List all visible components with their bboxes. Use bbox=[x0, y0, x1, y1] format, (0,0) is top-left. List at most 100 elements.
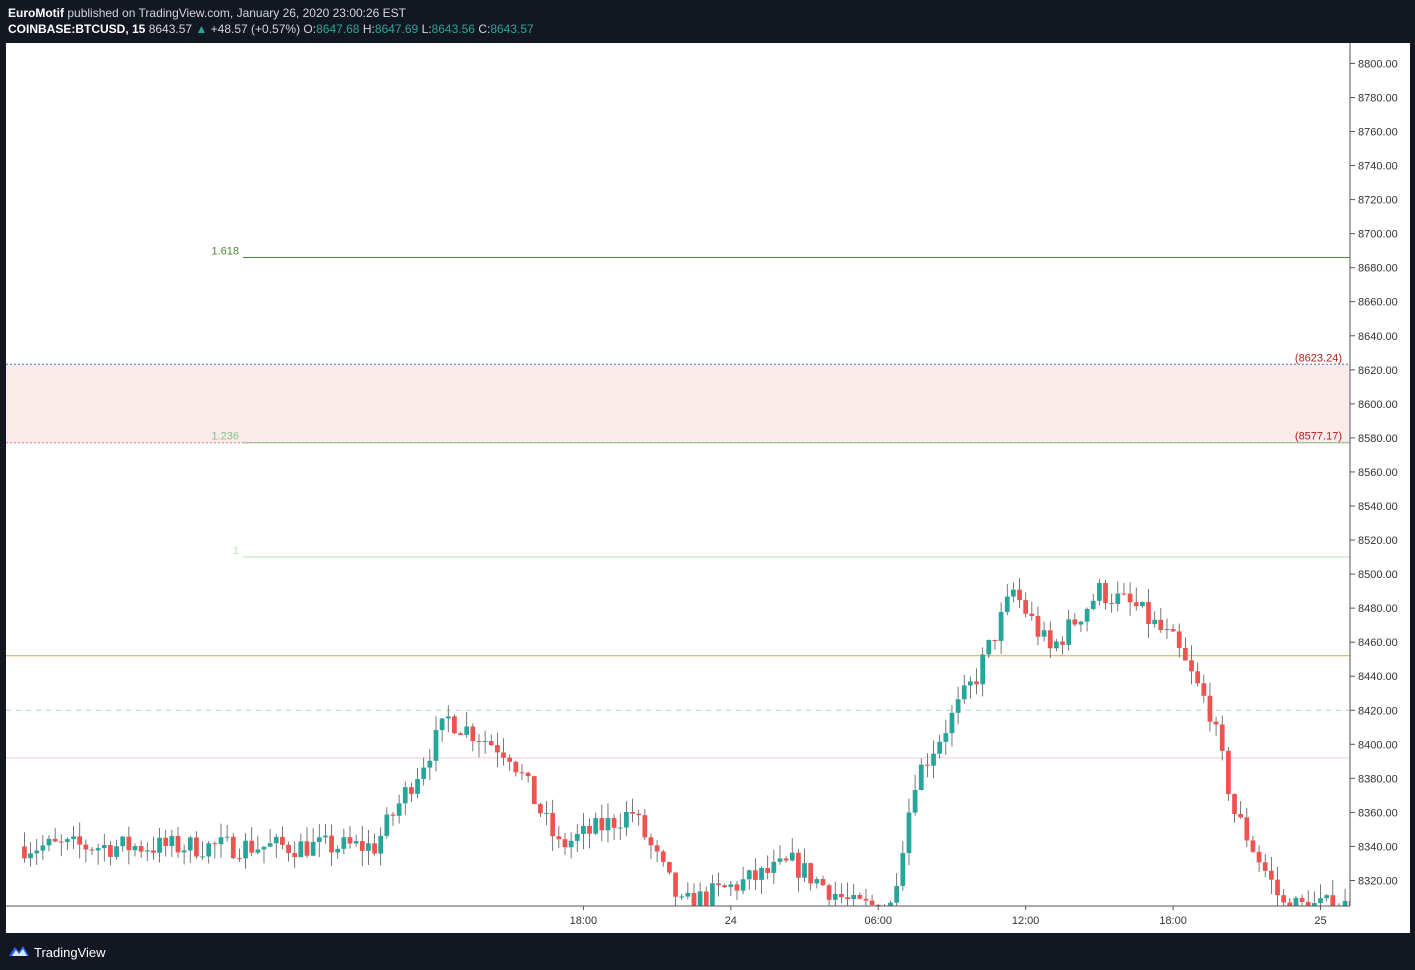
candle-body bbox=[1324, 895, 1330, 899]
price-tick-label: 8620.00 bbox=[1358, 365, 1398, 377]
candle-body bbox=[108, 845, 113, 857]
candle-body bbox=[1275, 879, 1280, 896]
candle-body bbox=[857, 894, 863, 899]
candle-body bbox=[1127, 593, 1133, 603]
zone-bottom-label: (8577.17) bbox=[1295, 431, 1342, 443]
candle-body bbox=[1299, 897, 1305, 903]
candle-body bbox=[654, 845, 660, 852]
zone-top-label: (8623.24) bbox=[1295, 352, 1342, 364]
author-name[interactable]: EuroMotif bbox=[8, 6, 64, 20]
candle-body bbox=[771, 861, 777, 873]
fib-level-label: 1.236 bbox=[211, 431, 239, 443]
price-tick-label: 8480.00 bbox=[1358, 603, 1398, 615]
chart-panel[interactable]: (8623.24) (8577.17) 1.618 1.236 1 8320.00 8340… bbox=[6, 43, 1410, 933]
candle-body bbox=[1226, 750, 1231, 795]
tradingview-logo-icon[interactable] bbox=[8, 944, 30, 958]
price-tick-label: 8640.00 bbox=[1358, 331, 1398, 343]
candle-body bbox=[679, 896, 685, 898]
candle-body bbox=[353, 841, 359, 844]
price-tick-label: 8440.00 bbox=[1358, 671, 1398, 683]
price-chart[interactable]: (8623.24) (8577.17) 1.618 1.236 1 8320.00 8340… bbox=[6, 43, 1410, 933]
candle-body bbox=[845, 897, 850, 900]
candle-body bbox=[120, 836, 126, 847]
candle-body bbox=[1219, 724, 1225, 751]
price-tick-label: 8560.00 bbox=[1358, 467, 1398, 479]
candle-body bbox=[611, 818, 617, 828]
zone-fill bbox=[6, 364, 1350, 443]
candle-body bbox=[820, 879, 826, 886]
candle-body bbox=[65, 839, 70, 843]
candle-body bbox=[163, 837, 169, 847]
symbol-name[interactable]: COINBASE:BTCUSD, 15 bbox=[8, 22, 146, 36]
candle-body bbox=[1090, 600, 1096, 609]
candle-body bbox=[894, 885, 900, 903]
price-tick-label: 8800.00 bbox=[1358, 58, 1398, 70]
candle-body bbox=[955, 699, 961, 713]
candle-body bbox=[998, 612, 1004, 641]
candle-body bbox=[1195, 671, 1201, 684]
candle-body bbox=[507, 757, 513, 762]
candle-body bbox=[310, 841, 316, 856]
candle-body bbox=[488, 741, 494, 746]
candle-body bbox=[1318, 898, 1323, 904]
candle-body bbox=[925, 764, 930, 766]
publish-line: EuroMotif published on TradingView.com, … bbox=[8, 6, 406, 20]
candle-body bbox=[144, 850, 150, 852]
candle-body bbox=[273, 836, 279, 844]
candle-body bbox=[1121, 593, 1127, 595]
candle-body bbox=[1176, 631, 1182, 648]
candle-body bbox=[1256, 851, 1262, 863]
candle-body bbox=[1201, 683, 1207, 696]
candle-body bbox=[101, 845, 107, 849]
candle-body bbox=[986, 640, 992, 655]
candle-body bbox=[519, 772, 525, 774]
candle-body bbox=[366, 843, 371, 851]
symbol-line: COINBASE:BTCUSD, 15 8643.57 ▲ +48.57 (+0… bbox=[8, 22, 534, 36]
candle-body bbox=[648, 837, 654, 846]
candle-body bbox=[722, 885, 728, 888]
candle-body bbox=[151, 850, 156, 853]
candle-body bbox=[83, 844, 89, 850]
candle-body bbox=[1207, 695, 1213, 722]
candle-body bbox=[1140, 602, 1145, 607]
candle-body bbox=[335, 848, 341, 853]
candle-body bbox=[630, 811, 635, 814]
candle-body bbox=[1170, 629, 1176, 632]
candle-body bbox=[832, 893, 838, 900]
candle-body bbox=[230, 836, 236, 859]
candle-body bbox=[1152, 619, 1158, 625]
candle-body bbox=[839, 893, 844, 898]
candle-body bbox=[961, 685, 967, 700]
candle-body bbox=[1041, 630, 1047, 637]
candle-body bbox=[77, 836, 83, 845]
candle-body bbox=[562, 839, 568, 848]
candle-body bbox=[224, 836, 230, 838]
candle-body bbox=[703, 891, 709, 906]
low-value: 8643.56 bbox=[431, 22, 475, 36]
close-label: C: bbox=[478, 22, 491, 36]
tradingview-brand[interactable]: TradingView bbox=[34, 945, 106, 960]
time-tick-label: 06:00 bbox=[864, 915, 892, 927]
candle-body bbox=[906, 812, 912, 854]
candle-body bbox=[581, 825, 586, 834]
publish-info: published on TradingView.com, January 26… bbox=[67, 6, 407, 20]
candle-body bbox=[740, 879, 746, 891]
candle-body bbox=[22, 846, 27, 859]
candle-body bbox=[1072, 619, 1078, 625]
candle-body bbox=[341, 837, 347, 849]
candle-body bbox=[175, 835, 181, 853]
candle-body bbox=[673, 872, 678, 897]
candle-body bbox=[445, 716, 451, 719]
candle-body bbox=[157, 837, 162, 853]
candle-body bbox=[1213, 721, 1219, 725]
candle-body bbox=[323, 835, 328, 838]
price-change: +48.57 (+0.57%) bbox=[210, 22, 301, 36]
candle-body bbox=[292, 853, 298, 858]
candle-body bbox=[384, 814, 390, 836]
open-value: 8647.68 bbox=[316, 22, 360, 36]
candle-body bbox=[359, 841, 365, 851]
candle-body bbox=[802, 863, 807, 878]
price-tick-label: 8720.00 bbox=[1358, 195, 1398, 207]
candle-body bbox=[237, 858, 242, 860]
change-up-icon: ▲ bbox=[195, 22, 208, 36]
